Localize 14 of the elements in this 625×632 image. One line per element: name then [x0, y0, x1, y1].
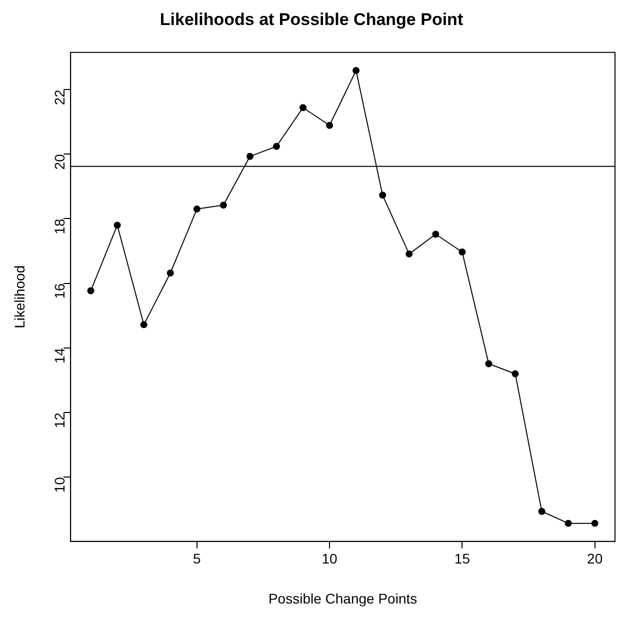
- y-tick-label: 22: [51, 89, 68, 106]
- x-tick-label: 20: [587, 550, 603, 567]
- x-tick-label: 5: [192, 550, 201, 567]
- y-tick-label: 18: [51, 218, 68, 234]
- y-axis-title: Likelihood: [11, 265, 28, 328]
- y-tick-label: 12: [51, 412, 68, 428]
- y-tick-label: 10: [51, 476, 68, 493]
- y-tick-label: 16: [51, 283, 68, 299]
- chart-title: Likelihoods at Possible Change Point: [160, 10, 464, 29]
- y-tick-label: 20: [51, 154, 68, 170]
- x-axis-title: Possible Change Points: [268, 590, 418, 606]
- y-tick-label: 14: [51, 348, 68, 364]
- x-tick-label: 15: [454, 550, 470, 567]
- x-tick-label: 10: [322, 550, 338, 567]
